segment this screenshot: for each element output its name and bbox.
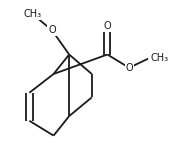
Text: O: O — [104, 21, 111, 31]
Text: O: O — [48, 25, 56, 35]
Text: CH₃: CH₃ — [150, 53, 168, 63]
Text: O: O — [125, 63, 133, 73]
Text: CH₃: CH₃ — [23, 9, 41, 19]
